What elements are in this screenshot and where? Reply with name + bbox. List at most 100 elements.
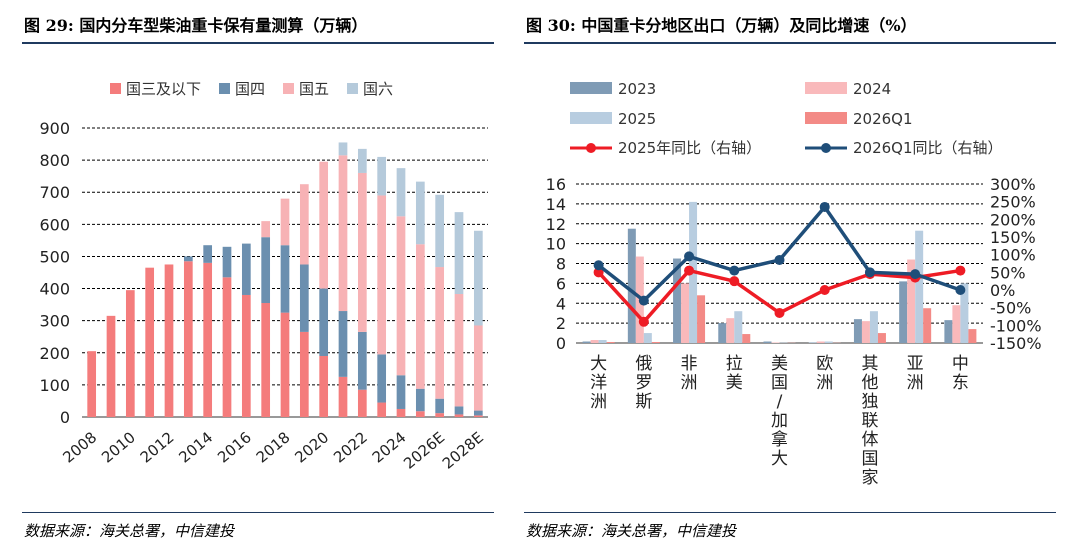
y-tick-label-2: 200 <box>39 344 70 363</box>
bar-2021-3 <box>338 142 348 156</box>
line-point-0-8 <box>955 265 966 276</box>
right-bottom-rule <box>524 512 1056 513</box>
bar-2025E-0 <box>415 411 425 417</box>
bar-6-2 <box>869 311 878 343</box>
bar-6-1 <box>861 321 870 343</box>
bar-2027E-3 <box>454 212 464 295</box>
y-left-tick-label-7: 14 <box>546 195 566 214</box>
line-point-1-8 <box>955 285 966 295</box>
bar-1-0 <box>627 228 636 343</box>
x-tick-label-4-0: 美 <box>771 354 788 374</box>
bar-8-3 <box>968 329 977 343</box>
x-tick-label-3-1: 美 <box>726 373 743 393</box>
bar-8-0 <box>944 320 953 343</box>
x-tick-label-6-1: 他 <box>861 373 878 393</box>
y-right-tick-label-6: 150% <box>990 228 1036 247</box>
bar-2017-2 <box>261 221 271 238</box>
bar-1-3 <box>651 342 660 343</box>
legend-label-bar-2: 2025 <box>618 110 656 128</box>
bar-3-1 <box>726 318 735 343</box>
bar-2013-0 <box>183 261 193 417</box>
y-right-tick-label-5: 100% <box>990 246 1036 265</box>
bar-2023-0 <box>377 402 387 417</box>
bar-2023-1 <box>377 354 387 403</box>
bar-2021-2 <box>338 155 348 312</box>
bar-2018-2 <box>280 198 290 246</box>
legend-label-2: 国五 <box>299 80 329 98</box>
bar-2021-1 <box>338 311 348 377</box>
bar-2013-1 <box>183 256 193 262</box>
bar-2028E-2 <box>473 325 483 411</box>
y-right-tick-label-1: -100% <box>990 316 1042 335</box>
line-point-0-3 <box>729 276 740 287</box>
x-tick-label-7-1: 洲 <box>907 373 924 393</box>
x-tick-label-5-0: 欧 <box>816 354 833 374</box>
bar-2025E-1 <box>415 388 425 412</box>
bar-2011-0 <box>145 267 155 417</box>
bar-2008-0 <box>87 351 97 417</box>
line-point-1-7 <box>910 269 921 280</box>
bar-2022-2 <box>357 172 367 332</box>
line-point-0-2 <box>684 265 695 276</box>
bar-2028E-3 <box>473 230 483 326</box>
bar-2019-1 <box>299 264 309 332</box>
y-tick-label-6: 600 <box>39 215 70 234</box>
y-right-tick-label-7: 200% <box>990 210 1036 229</box>
legend-label-bar-3: 2026Q1 <box>853 110 913 128</box>
right-source-note: 数据来源：海关总署，中信建投 <box>526 522 737 540</box>
x-tick-label-2-1: 洲 <box>681 373 698 393</box>
x-tick-label-7-0: 亚 <box>907 354 924 374</box>
bar-2019-2 <box>299 184 309 265</box>
bar-2027E-1 <box>454 406 464 415</box>
bar-2025E-3 <box>415 181 425 245</box>
y-left-tick-label-6: 12 <box>546 215 566 234</box>
bar-2016-0 <box>241 294 251 417</box>
line-point-1-5 <box>819 201 830 212</box>
bar-2010-0 <box>125 290 135 417</box>
bar-2020-2 <box>319 161 329 289</box>
line-point-0-1 <box>638 316 649 327</box>
bar-2025E-2 <box>415 244 425 389</box>
bar-2012-0 <box>164 264 174 417</box>
bar-2016-1 <box>241 243 251 295</box>
y-left-tick-label-3: 6 <box>556 274 566 293</box>
bar-2024-3 <box>396 168 406 217</box>
left-bottom-rule <box>22 512 494 513</box>
x-tick-label-6-6: 家 <box>861 468 878 488</box>
legend-swatch-1 <box>219 83 230 94</box>
bar-2022-1 <box>357 331 367 390</box>
bar-2020-0 <box>319 355 329 417</box>
y-tick-label-5: 500 <box>39 247 70 266</box>
legend-label-3: 国六 <box>363 80 393 98</box>
x-tick-label-4-1: 国 <box>771 373 788 393</box>
bar-7-1 <box>907 259 916 343</box>
bar-3-2 <box>734 311 743 343</box>
y-tick-label-3: 300 <box>39 312 70 331</box>
line-point-1-0 <box>593 260 604 271</box>
x-tick-label-8-0: 中 <box>952 354 969 374</box>
x-tick-label-1-2: 斯 <box>635 392 652 412</box>
line-point-1-3 <box>729 265 740 276</box>
bar-7-2 <box>915 230 924 343</box>
bar-2-1 <box>681 283 690 343</box>
bar-7-3 <box>923 308 932 343</box>
y-tick-label-1: 100 <box>39 376 70 395</box>
legend-swatch-bar-2 <box>570 112 612 124</box>
bar-2024-1 <box>396 375 406 409</box>
bar-0-2 <box>598 340 607 343</box>
bar-2015-0 <box>222 277 232 417</box>
x-tick-label-1-1: 罗 <box>635 373 652 393</box>
legend-swatch-bar-0 <box>570 82 612 94</box>
legend-label-0: 国三及以下 <box>126 80 201 98</box>
y-right-tick-label-0: -150% <box>990 334 1042 353</box>
line-point-1-2 <box>684 251 695 262</box>
bar-2021-0 <box>338 376 348 417</box>
bar-5-1 <box>816 341 825 343</box>
bar-2018-1 <box>280 245 290 313</box>
x-tick-label-6-0: 其 <box>861 354 878 374</box>
y-tick-label-8: 800 <box>39 151 70 170</box>
x-tick-label-4-5: 大 <box>771 449 788 469</box>
legend-label-line-0: 2025年同比（右轴） <box>618 139 761 157</box>
x-tick-label-6-2: 独 <box>861 392 878 412</box>
